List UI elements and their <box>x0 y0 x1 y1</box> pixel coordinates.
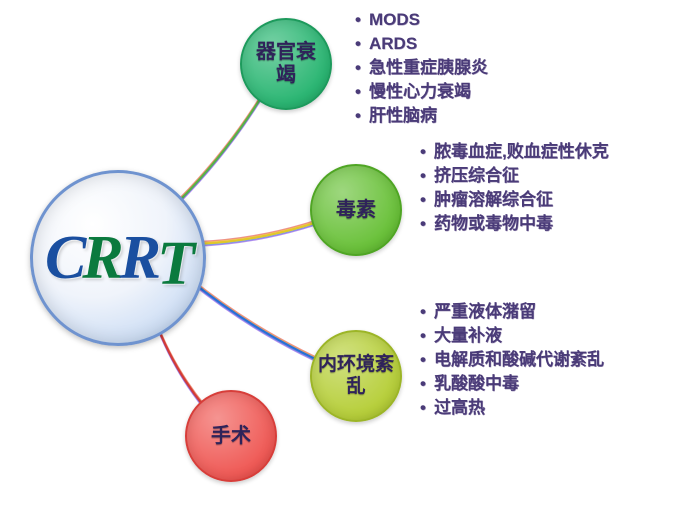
node-label: 器官衰竭 <box>248 41 324 87</box>
node-label: 内环境紊乱 <box>318 354 394 398</box>
bullet-list-organ-failure: MODSARDS急性重症胰腺炎慢性心力衰竭肝性脑病 <box>355 8 615 128</box>
bullet-item: ARDS <box>355 32 615 56</box>
node-label: 手术 <box>211 425 251 448</box>
bullet-item: 挤压综合征 <box>420 164 650 188</box>
central-char-1: C <box>45 224 82 292</box>
node-surgery: 手术 <box>185 390 277 482</box>
central-char-3: R <box>120 224 157 292</box>
node-internal-disorder: 内环境紊乱 <box>310 330 402 422</box>
bullet-item: 过高热 <box>420 396 650 420</box>
bullet-item: 肝性脑病 <box>355 104 615 128</box>
bullet-list-internal-disorder: 严重液体潴留大量补液电解质和酸碱代谢紊乱乳酸酸中毒过高热 <box>420 300 650 420</box>
diagram-stage: CRRT 器官衰竭 MODSARDS急性重症胰腺炎慢性心力衰竭肝性脑病毒素 脓毒血症… <box>0 0 675 506</box>
central-logo: CRRT <box>45 227 191 289</box>
bullet-item: 大量补液 <box>420 324 650 348</box>
node-toxins: 毒素 <box>310 164 402 256</box>
bullet-item: 严重液体潴留 <box>420 300 650 324</box>
bullet-item: MODS <box>355 8 615 32</box>
central-char-2: R <box>82 224 119 292</box>
bullet-item: 急性重症胰腺炎 <box>355 56 615 80</box>
bullet-item: 脓毒血症,败血症性休克 <box>420 140 650 164</box>
node-organ-failure: 器官衰竭 <box>240 18 332 110</box>
bullet-item: 电解质和酸碱代谢紊乱 <box>420 348 650 372</box>
bullet-item: 慢性心力衰竭 <box>355 80 615 104</box>
central-node-crrt: CRRT <box>30 170 206 346</box>
bullet-item: 药物或毒物中毒 <box>420 212 650 236</box>
central-char-4: T <box>157 230 191 298</box>
bullet-item: 肿瘤溶解综合征 <box>420 188 650 212</box>
bullet-item: 乳酸酸中毒 <box>420 372 650 396</box>
bullet-list-toxins: 脓毒血症,败血症性休克挤压综合征肿瘤溶解综合征药物或毒物中毒 <box>420 140 650 236</box>
node-label: 毒素 <box>336 199 376 222</box>
